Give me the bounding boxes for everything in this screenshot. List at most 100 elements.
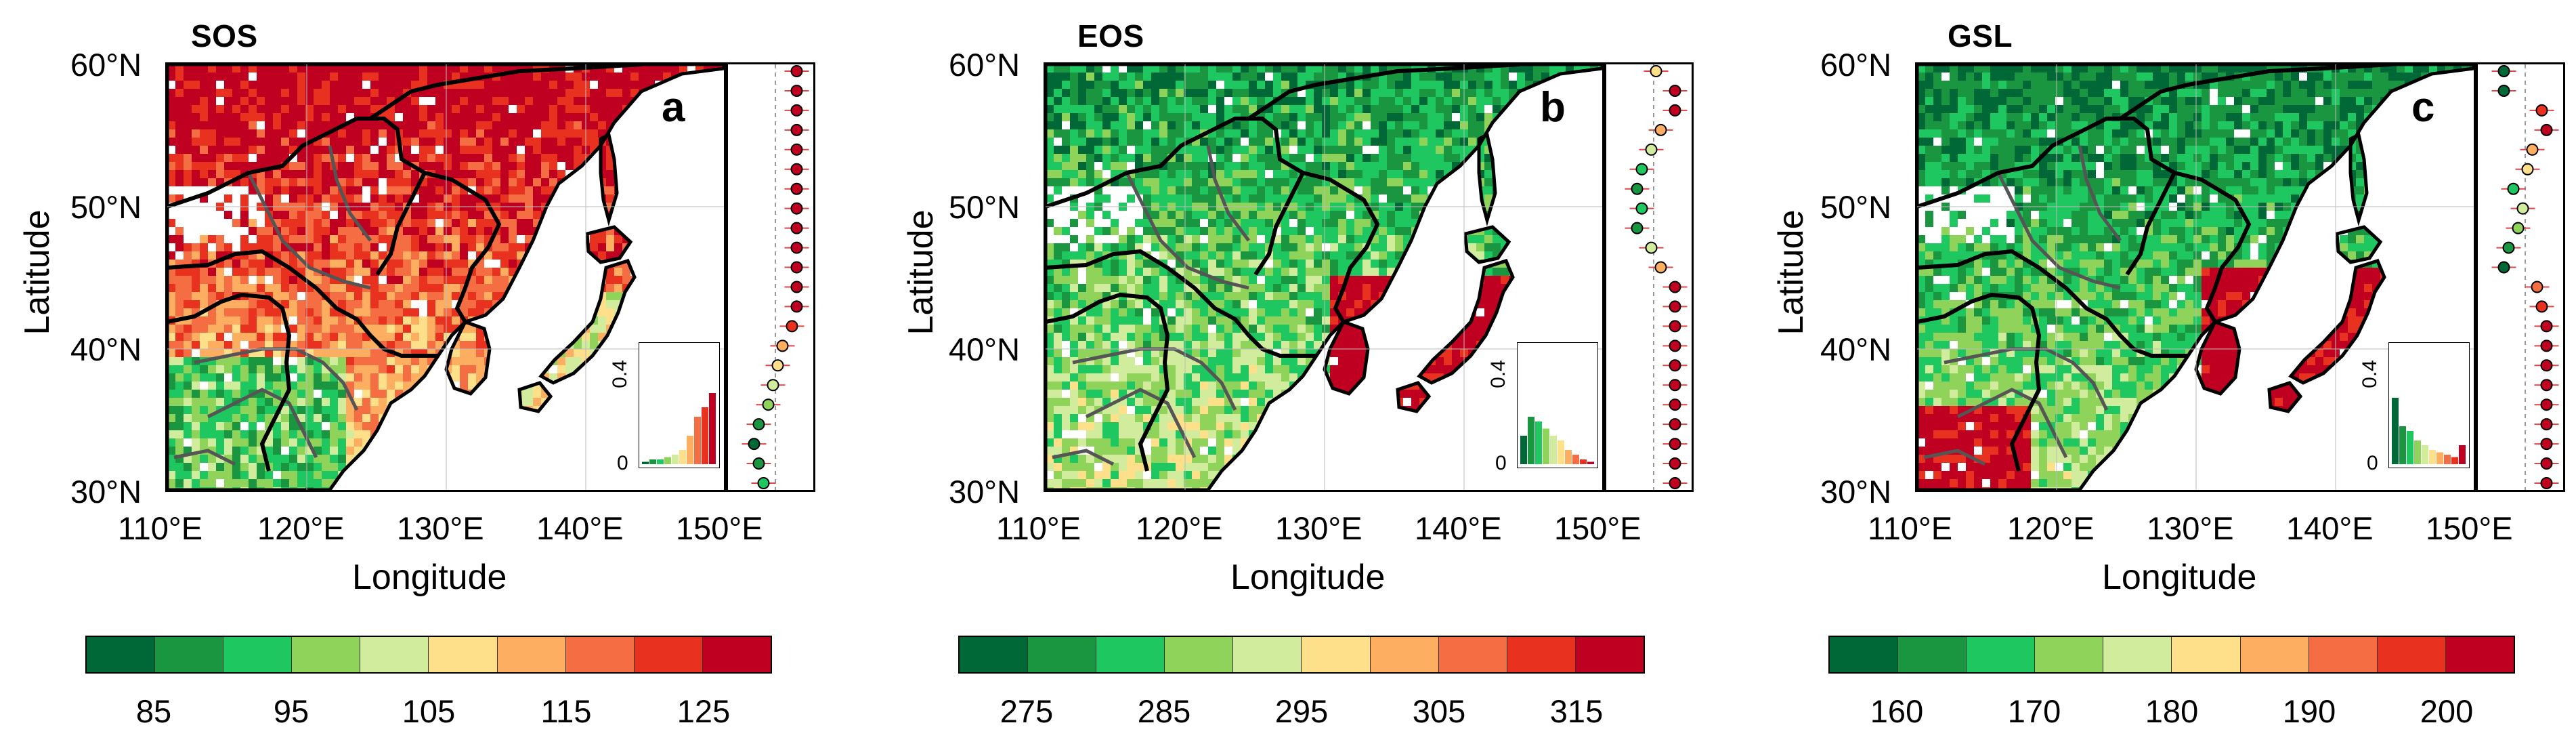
profile-point — [792, 105, 802, 116]
histogram-inset — [2388, 342, 2470, 468]
colorbar-swatch — [155, 637, 223, 672]
colorbar-swatch — [360, 637, 429, 672]
profile-point — [792, 243, 802, 253]
panel-title: EOS — [1077, 18, 1144, 54]
colorbar-tick: 190 — [2283, 693, 2336, 730]
histogram-bar — [702, 407, 708, 464]
x-tick-120: 120°E — [257, 510, 345, 547]
x-tick-120: 120°E — [2007, 510, 2095, 547]
colorbar-tick: 85 — [136, 693, 171, 730]
colorbar — [958, 636, 1645, 674]
profile-point — [792, 125, 802, 136]
y-tick-40: 40°N — [1820, 331, 1891, 368]
profile-point — [2508, 184, 2519, 194]
profile-point — [754, 419, 765, 430]
x-tick-110: 110°E — [1868, 510, 1952, 547]
profile-point — [792, 164, 802, 175]
profile-point — [1670, 301, 1681, 312]
profile-point — [1646, 144, 1657, 155]
y-axis-label: Latitude — [901, 194, 941, 350]
x-tick-150: 150°E — [2426, 510, 2513, 547]
panel-eos: EOS Latitude 60°N 50°N 40°N 30°N b 0.4 0… — [870, 0, 1729, 742]
colorbar-tick: 95 — [274, 693, 309, 730]
colorbar-swatch — [429, 637, 497, 672]
histogram-bar — [2451, 457, 2458, 465]
profile-point — [749, 438, 760, 449]
colorbar-swatch — [2309, 637, 2378, 672]
colorbar-tick: 200 — [2420, 693, 2473, 730]
colorbar-swatch — [1439, 637, 1507, 672]
profile-point — [792, 144, 802, 155]
profile-point — [1670, 340, 1681, 351]
colorbar-swatch — [1371, 637, 1439, 672]
colorbar-tick: 285 — [1138, 693, 1190, 730]
x-tick-120: 120°E — [1136, 510, 1223, 547]
colorbar-tick: 160 — [1870, 693, 1923, 730]
profile-point — [2527, 144, 2538, 155]
profile-point — [2541, 360, 2552, 371]
profile-point — [1670, 478, 1681, 489]
colorbar-swatch — [1576, 637, 1644, 672]
colorbar-tick: 315 — [1550, 693, 1603, 730]
colorbar-swatch — [635, 637, 703, 672]
profile-point — [1670, 360, 1681, 371]
histogram-bar — [2459, 445, 2466, 464]
colorbar-swatch — [2378, 637, 2446, 672]
profile-point — [1670, 458, 1681, 469]
y-tick-40: 40°N — [70, 331, 142, 368]
latitude-profile — [1604, 62, 1694, 492]
colorbar-swatch — [703, 637, 771, 672]
y-tick-30: 30°N — [949, 473, 1020, 510]
y-tick-40: 40°N — [949, 331, 1020, 368]
x-axis-label: Longitude — [2102, 557, 2256, 598]
profile-point — [1632, 184, 1643, 194]
y-tick-50: 50°N — [1820, 188, 1891, 226]
profile-point — [773, 360, 783, 371]
profile-point — [2499, 66, 2510, 77]
panel-sos: SOS Latitude 60°N 50°N 40°N 30°N a 0.4 0… — [0, 0, 859, 742]
profile-point — [2499, 262, 2510, 273]
histogram-bar — [1572, 455, 1579, 464]
profile-point — [1670, 85, 1681, 96]
profile-point — [1646, 243, 1657, 253]
histogram-bar — [2414, 440, 2421, 464]
y-axis-label: Latitude — [17, 194, 58, 350]
histogram-inset — [1517, 342, 1598, 468]
profile-point — [1670, 379, 1681, 390]
inset-tick-0: 0 — [2367, 452, 2378, 475]
x-axis-label: Longitude — [352, 557, 507, 598]
colorbar-swatch — [1165, 637, 1233, 672]
colorbar-swatch — [498, 637, 566, 672]
profile-point — [2513, 223, 2524, 234]
histogram-bar — [1550, 436, 1557, 464]
colorbar-swatch — [1967, 637, 2035, 672]
profile-point — [792, 184, 802, 194]
y-tick-60: 60°N — [1820, 46, 1891, 83]
profile-point — [2541, 340, 2552, 351]
profile-point — [758, 478, 769, 489]
colorbar-tick: 170 — [2008, 693, 2061, 730]
colorbar-tick: 295 — [1275, 693, 1328, 730]
x-tick-150: 150°E — [1554, 510, 1641, 547]
profile-point — [1670, 281, 1681, 292]
colorbar-swatch — [960, 637, 1028, 672]
histogram-bar — [2437, 453, 2443, 465]
profile-point — [792, 262, 802, 273]
histogram-bar — [2407, 431, 2413, 464]
y-tick-50: 50°N — [70, 188, 142, 226]
profile-point — [2541, 478, 2552, 489]
latitude-profile — [726, 62, 815, 492]
histogram-bar — [2444, 455, 2451, 464]
colorbar-swatch — [2446, 637, 2514, 672]
colorbar-swatch — [1233, 637, 1302, 672]
panel-letter: a — [662, 83, 685, 131]
colorbar-swatch — [2241, 637, 2309, 672]
panel-letter: c — [2411, 83, 2434, 131]
x-tick-140: 140°E — [1415, 510, 1502, 547]
profile-point — [1637, 164, 1648, 175]
colorbar-swatch — [1507, 637, 1576, 672]
map-area: a 0.4 0 — [165, 62, 726, 492]
profile-point — [768, 379, 779, 390]
colorbar-swatch — [1830, 637, 1898, 672]
histogram-inset — [639, 342, 720, 468]
